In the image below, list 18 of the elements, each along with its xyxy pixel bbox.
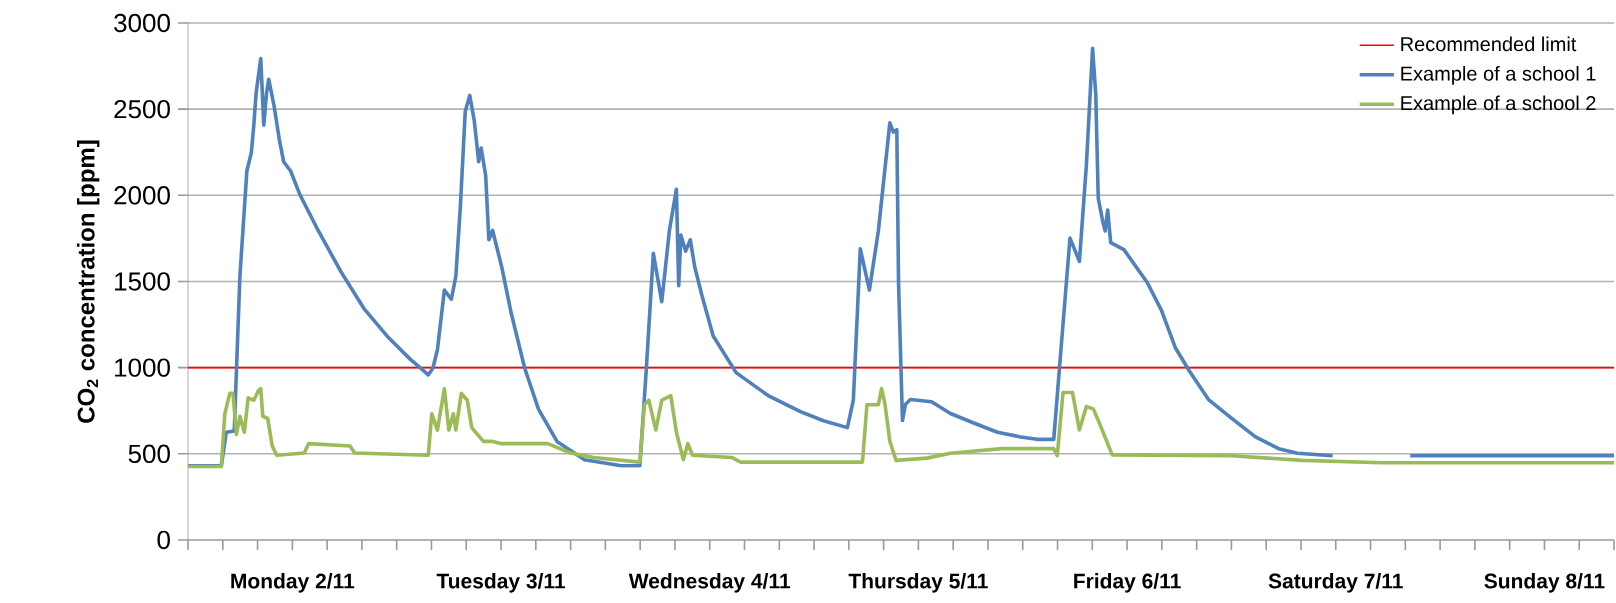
y-tick-label: 2500 <box>114 99 170 119</box>
y-tick-label: 1500 <box>115 272 170 291</box>
y-tick-label: 3000 <box>114 13 170 33</box>
x-tick-label: Monday 2/11 <box>231 573 355 593</box>
x-tick-label: Sunday 8/11 <box>1484 573 1605 593</box>
x-tick-label: Tuesday 3/11 <box>436 573 566 593</box>
x-tick-label: Thursday 5/11 <box>848 573 988 593</box>
x-tick-label: Wednesday 4/11 <box>628 573 791 593</box>
x-tick-label: Friday 6/11 <box>1074 573 1181 593</box>
y-tick-label: 2000 <box>114 186 170 205</box>
x-tick-label: Saturday 7/11 <box>1268 573 1403 593</box>
legend-label: Example of a school 2 <box>1401 95 1596 115</box>
y-tick-label: 0 <box>157 530 170 550</box>
y-axis-title: CO$_{2}$ concentration [ppm] <box>77 140 100 423</box>
legend-label: Example of a school 1 <box>1401 66 1596 85</box>
legend-label: Recommended limit <box>1401 36 1577 52</box>
y-tick-label: 1000 <box>115 358 170 377</box>
y-tick-label: 500 <box>128 444 170 464</box>
